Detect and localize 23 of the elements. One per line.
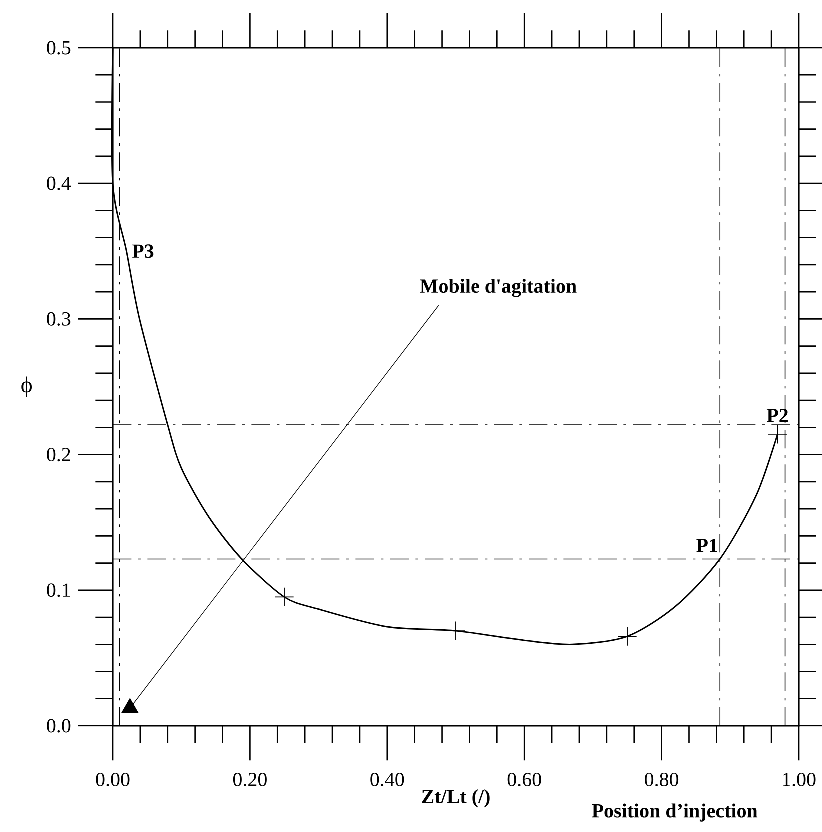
x-tick-label: 0.40 (370, 772, 404, 787)
point (446, 621, 466, 641)
x-tick-label: 0.80 (645, 772, 679, 787)
y-axis-title: ϕ (22, 376, 32, 398)
y-tick-label: 0.0 (47, 719, 71, 733)
x-axis-title: Zt/Lt (/) (422, 789, 490, 808)
y-tick-label: 0.1 (47, 584, 70, 598)
annotation: P3 (132, 244, 154, 258)
x-tick-label: 1.00 (783, 772, 816, 787)
annotation: P1 (696, 539, 718, 552)
y-tick-label: 0.5 (47, 41, 71, 55)
point (274, 587, 294, 607)
x-tick-label: 0.60 (508, 772, 542, 787)
x-tick-label: 0.20 (233, 772, 267, 787)
point (768, 424, 788, 444)
point (618, 626, 638, 646)
annotation: P2 (766, 408, 788, 422)
y-tick-label: 0.2 (47, 448, 70, 462)
y-tick-label: 0.4 (47, 176, 72, 190)
text: Position d’injection (592, 804, 758, 822)
x-tick-label: 0.00 (96, 772, 130, 787)
annotation: Mobile d'agitation (420, 278, 577, 298)
y-tick-label: 0.3 (47, 312, 71, 326)
